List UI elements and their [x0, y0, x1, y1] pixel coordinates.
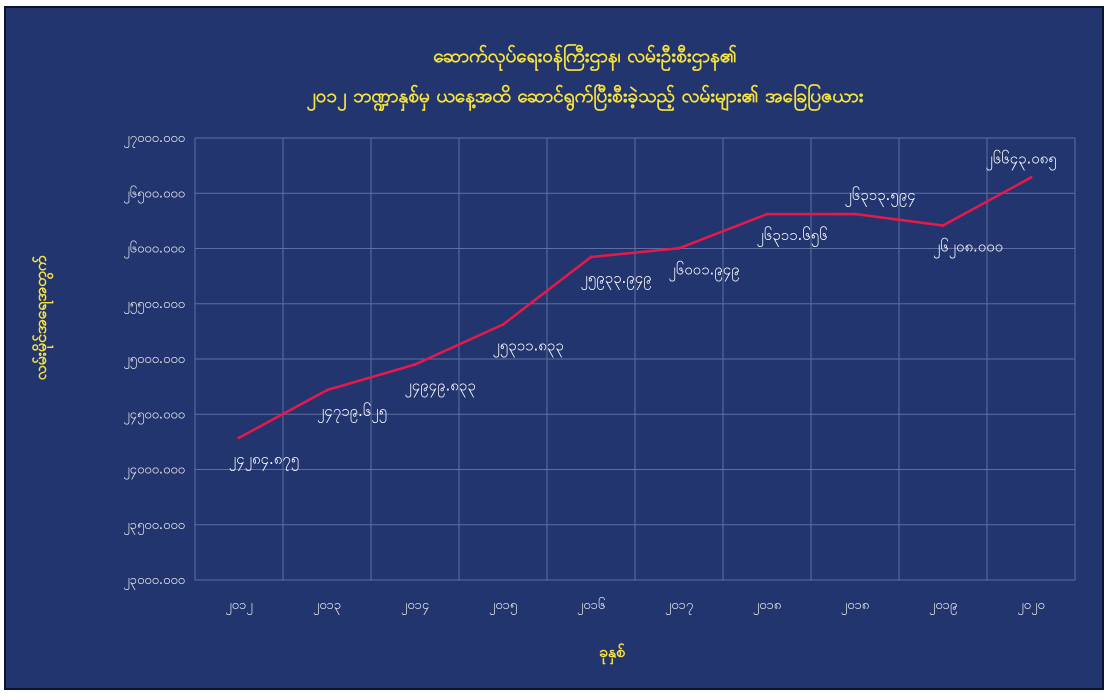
- y-tick-label: ၂၆၀၀၀.၀၀၀: [123, 241, 185, 259]
- data-label: ၂၄၇၁၉.၆၂၅: [317, 402, 387, 423]
- data-point: [325, 388, 329, 392]
- chart-subtitle: ၂၀၁၂ ဘဏ္ဍာနှစ်မှ ယနေ့အထိ ဆောင်ရွက်ပြီးစီ…: [306, 82, 863, 112]
- data-label: ၂၅၃၁၁.၈၃၃: [492, 337, 563, 358]
- data-point: [413, 363, 417, 367]
- data-point: [765, 212, 769, 216]
- data-point: [501, 323, 505, 327]
- y-axis-label: လမ်းမိုင်အရေအတွက်: [31, 254, 54, 380]
- data-label: ၂၆၂၀၈.၀၀၀: [933, 238, 1003, 259]
- series-line-group: [237, 176, 1033, 440]
- data-point: [237, 436, 241, 440]
- x-tick-label: ၂၀၂၀: [1017, 598, 1044, 615]
- x-axis-ticks: ၂၀၁၂ ၂၀၁၃ ၂၀၁၄ ၂၀၁၅ ၂၀၁၆ ၂၀၁၇ ၂၀၁၈ ၂၀၁၈ ၂၀၁၉ ၂၀၂၀: [225, 597, 1044, 615]
- data-label: ၂၄၉၄၉.၈၃၃: [404, 377, 475, 398]
- y-tick-label: ၂၅၅၀၀.၀၀၀: [123, 297, 185, 314]
- data-point: [853, 212, 857, 216]
- data-point: [589, 255, 593, 259]
- x-tick-label: ၂၀၁၄: [401, 598, 430, 615]
- data-label: ၂၄၂၈၄.၈၇၅: [229, 450, 299, 471]
- x-tick-label: ၂၀၁၅: [489, 598, 517, 615]
- chart-frame: [4, 6, 1104, 690]
- x-tick-label: ၂၀၁၆: [577, 597, 605, 615]
- y-tick-label: ၂၃၅၀၀.၀၀၀: [123, 518, 185, 535]
- y-tick-label: ၂၄၀၀၀.၀၀၀: [123, 463, 185, 480]
- data-label: ၂၆၆၄၃.၀၈၅: [985, 150, 1056, 171]
- data-label: ၂၆၃၁၃.၅၉၄: [844, 186, 915, 207]
- data-label: ၂၆၀၀၁.၉၄၉: [668, 260, 739, 281]
- y-tick-label: ၂၃၀၀၀.၀၀၀: [123, 573, 185, 590]
- chart-title: ဆောက်လုပ်ရေးဝန်ကြီးဌာန၊ လမ်းဦးစီးဌာန၏: [433, 42, 736, 72]
- y-axis-ticks: ၂၃၀၀၀.၀၀၀ ၂၃၅၀၀.၀၀၀ ၂၄၀၀၀.၀၀၀ ၂၄၅၀၀.၀၀၀ ၂၅၀၀…: [123, 131, 185, 590]
- y-tick-label: ၂၅၀၀၀.၀၀၀: [123, 352, 185, 369]
- x-tick-label: ၂၀၁၇: [665, 598, 693, 615]
- data-label: ၂၅၉၃၃.၉၄၉: [580, 269, 651, 290]
- data-labels: ၂၄၂၈၄.၈၇၅ ၂၄၇၁၉.၆၂၅ ၂၄၉၄၉.၈၃၃ ၂၅၃၁၁.၈၃၃ ၂၅၉၃…: [229, 150, 1057, 471]
- x-tick-label: ၂၀၁၂: [225, 598, 252, 615]
- x-tick-label: ၂၀၁၈: [841, 598, 869, 615]
- grid: [194, 137, 1076, 581]
- x-axis-label: ခုနှစ်: [599, 642, 626, 665]
- data-label: ၂၆၃၁၁.၆၅၆: [756, 226, 827, 247]
- y-tick-label: ၂၆၅၀၀.၀၀၀: [123, 185, 185, 203]
- y-tick-label: ၂၄၅၀၀.၀၀၀: [123, 407, 185, 424]
- x-tick-label: ၂၀၁၈: [753, 598, 781, 615]
- data-point: [677, 246, 681, 250]
- data-point: [1029, 176, 1033, 180]
- y-tick-label: ၂၇၀၀၀.၀၀၀: [123, 131, 185, 148]
- x-tick-label: ၂၀၁၉: [929, 598, 957, 615]
- series-line: [238, 176, 1032, 439]
- data-point: [941, 224, 945, 228]
- x-tick-label: ၂၀၁၃: [313, 598, 341, 615]
